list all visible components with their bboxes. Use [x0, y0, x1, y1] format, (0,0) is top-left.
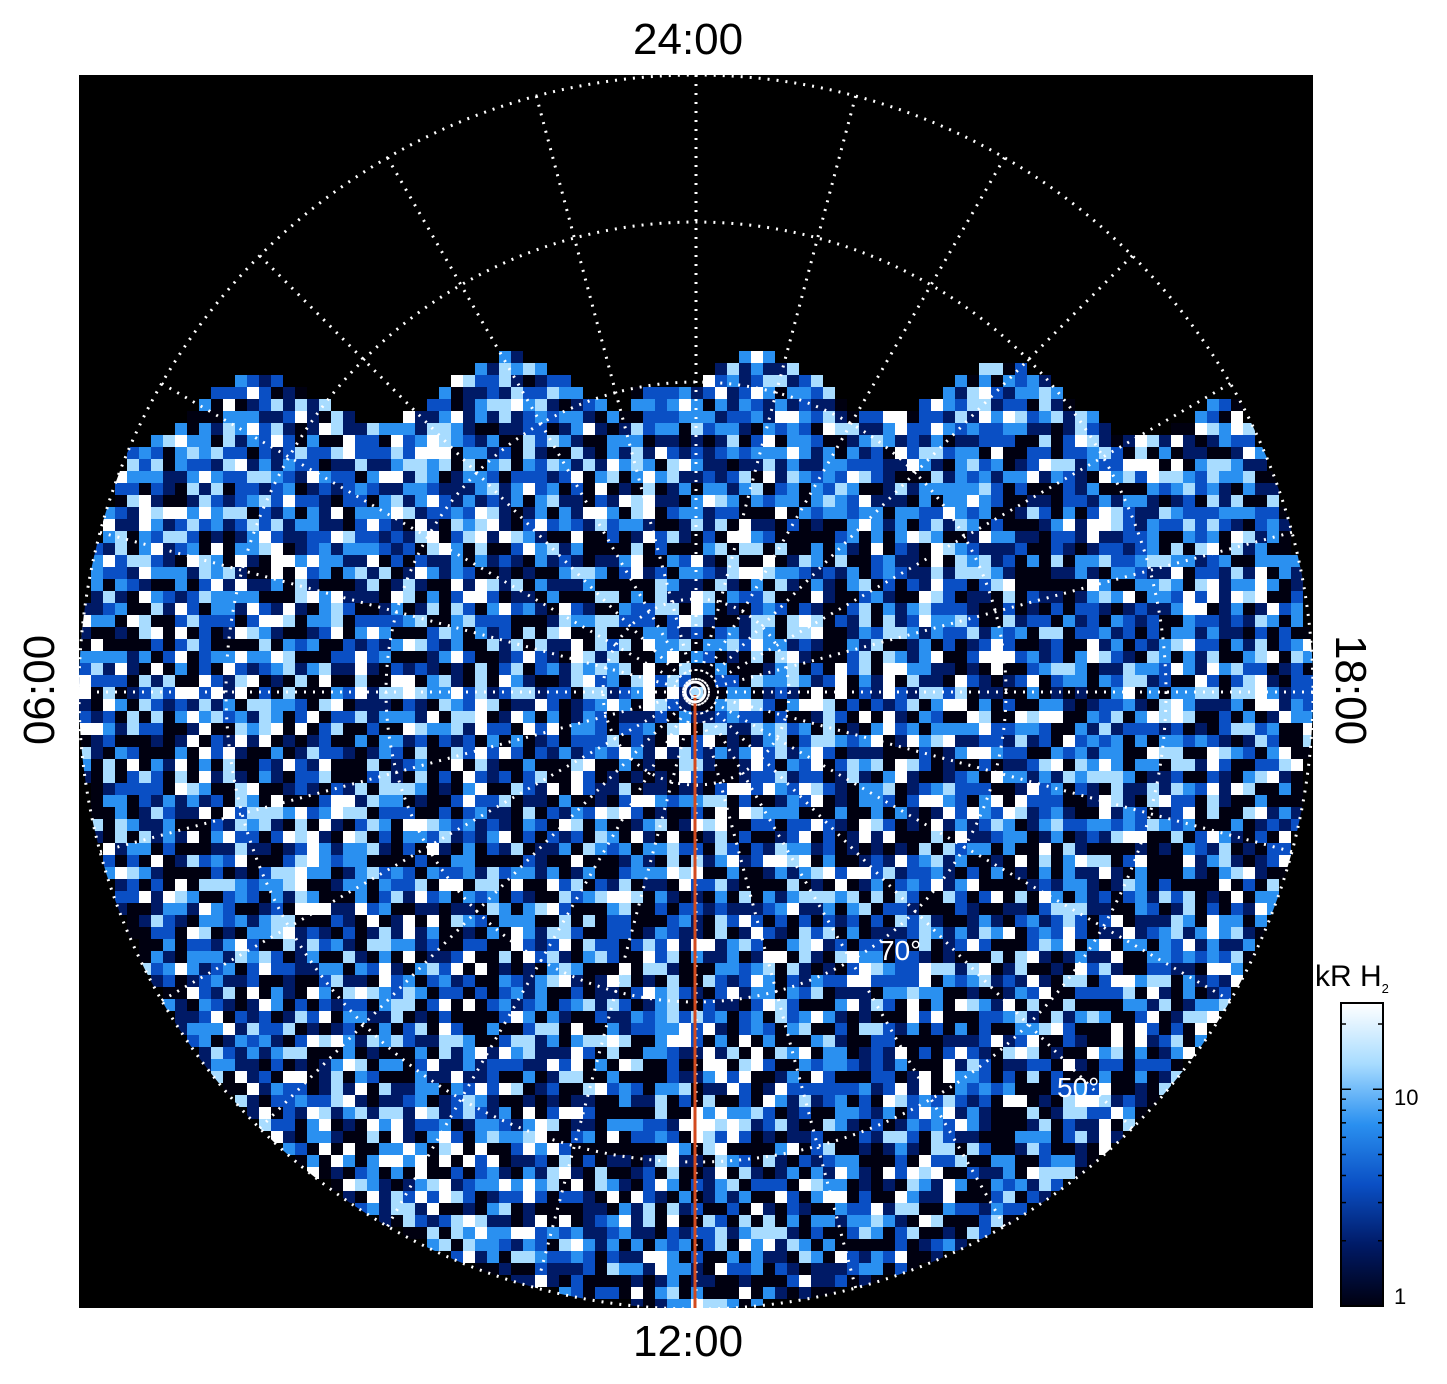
colorbar-minor-ticks: [1341, 1023, 1383, 1307]
pole-marker: [683, 680, 707, 704]
local-time-label-top: 24:00: [633, 15, 744, 64]
colorbar: [1340, 1002, 1384, 1307]
auroral-emission-map: [79, 351, 1313, 1308]
colorbar-tick-10: 10: [1394, 1085, 1419, 1110]
latitude-label-50: 50°: [1057, 1072, 1099, 1103]
colorbar-title-text: kR H: [1315, 960, 1382, 993]
local-time-label-bottom: 12:00: [633, 1317, 744, 1366]
polar-plot: 70° 50°: [79, 75, 1313, 1308]
local-time-label-left: 06:00: [15, 634, 64, 746]
colorbar-title: kR H2: [1315, 960, 1389, 996]
colorbar-tick-1: 1: [1394, 1284, 1407, 1309]
polar-plot-frame: 70° 50°: [79, 75, 1313, 1308]
latitude-label-70: 70°: [879, 935, 921, 966]
colorbar-gradient: [1340, 1002, 1384, 1307]
local-time-label-right: 18:00: [1326, 634, 1375, 746]
colorbar-title-subscript: 2: [1381, 981, 1389, 996]
